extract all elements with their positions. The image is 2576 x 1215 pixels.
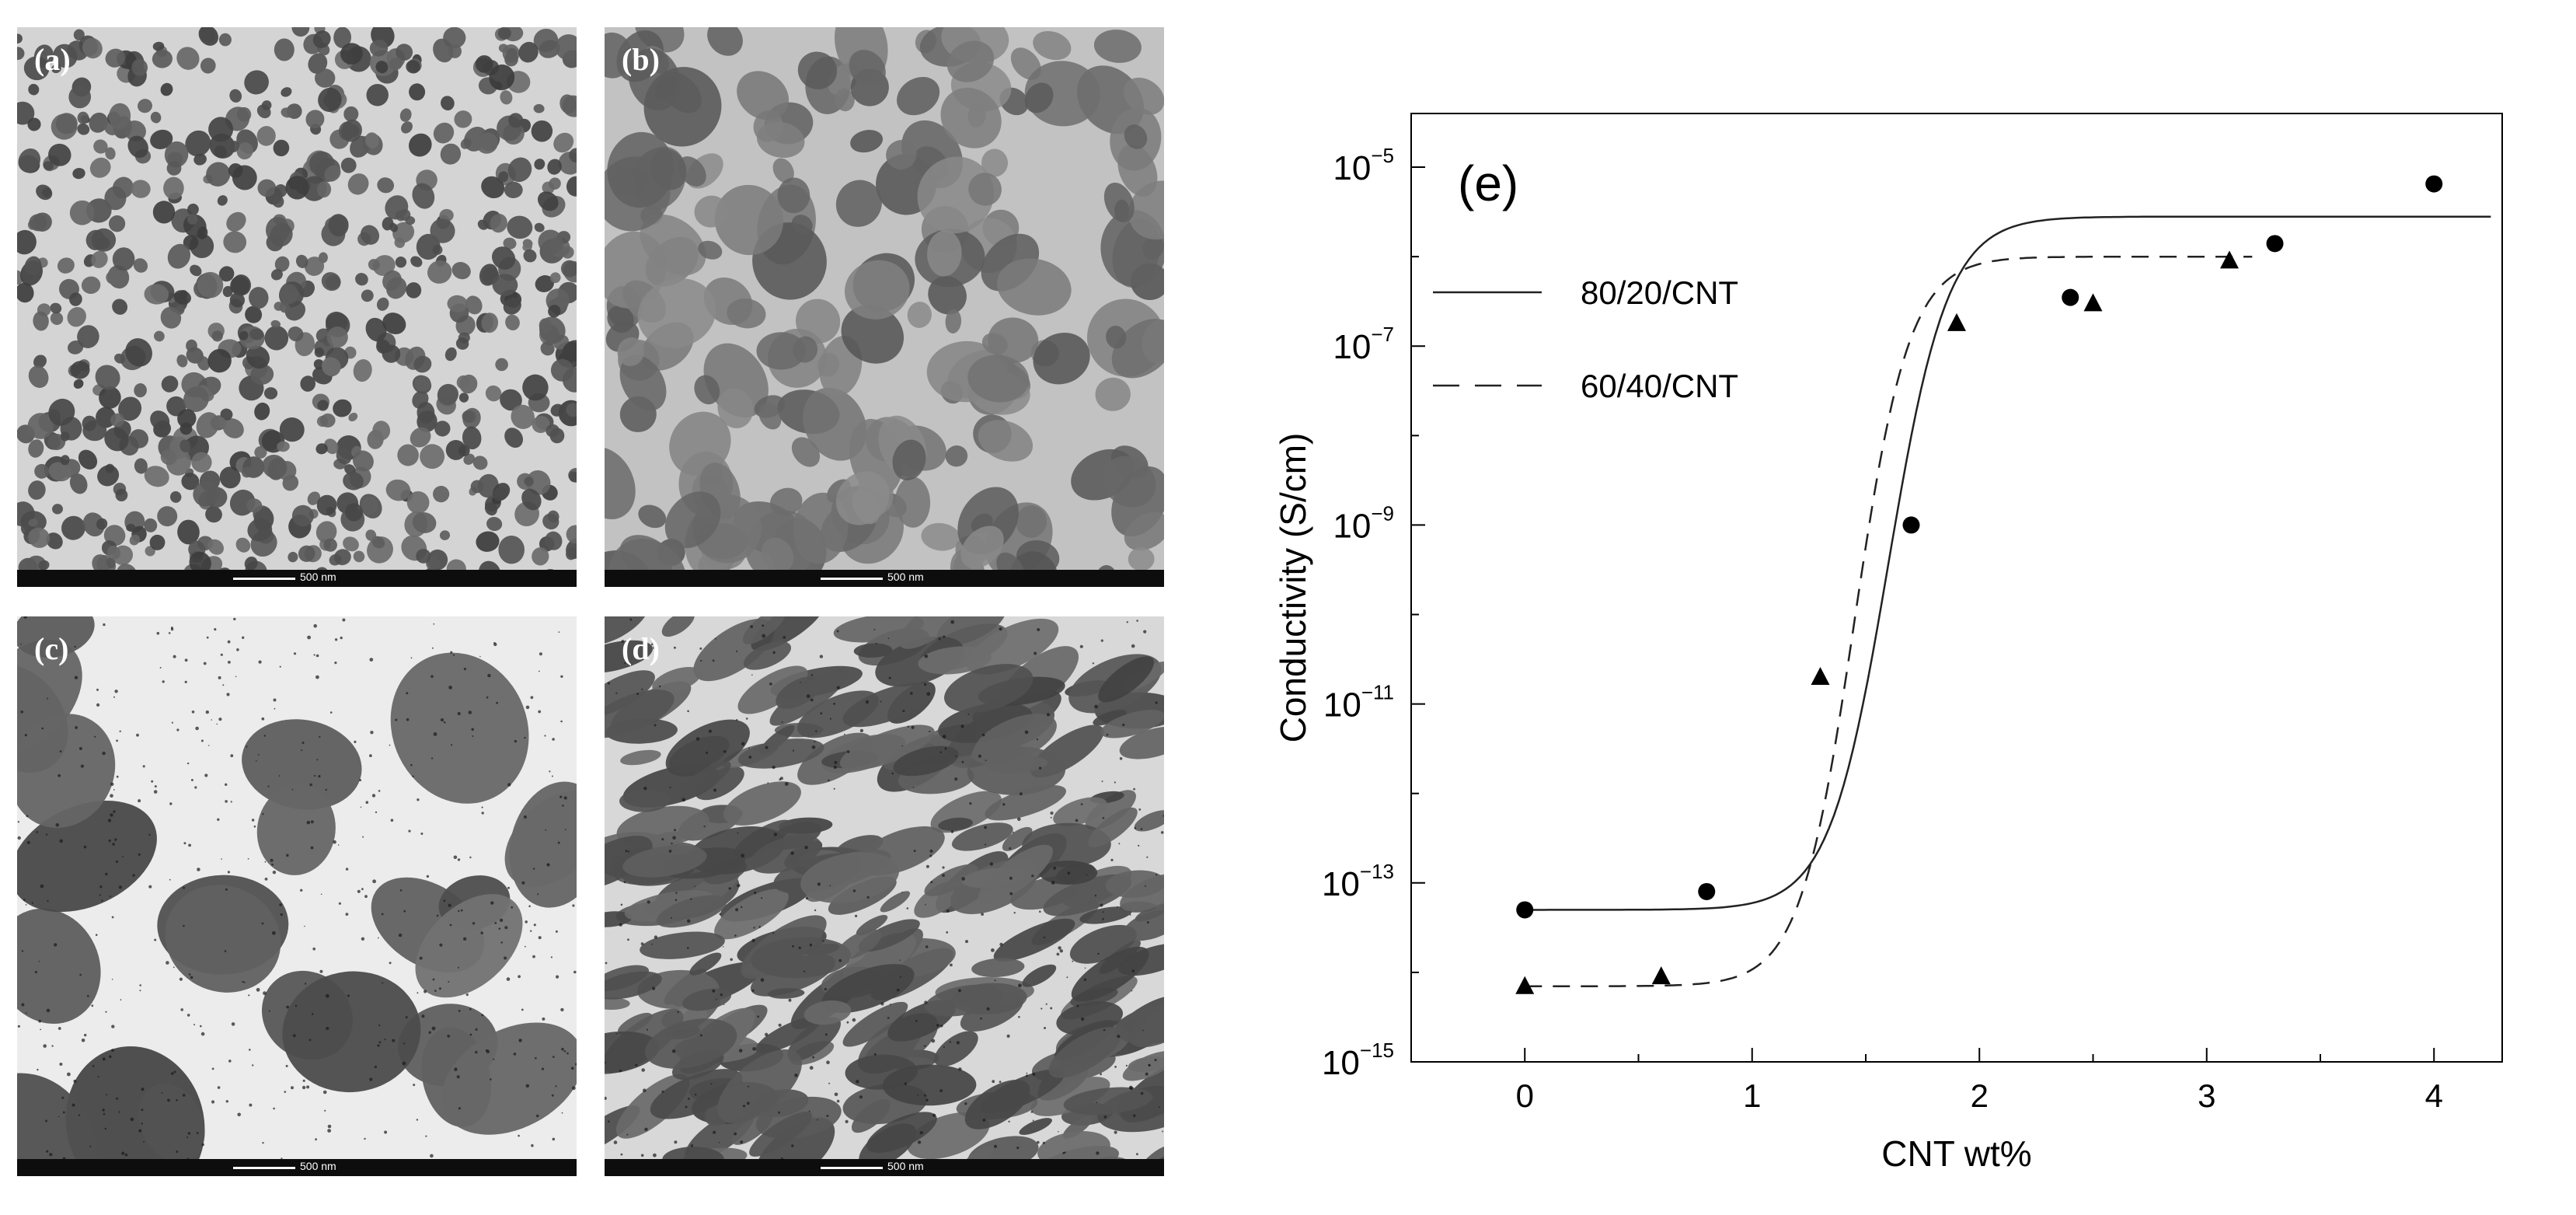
scale-bar-b: 500 nm	[605, 570, 1164, 587]
legend-label-80-20: 80/20/CNT	[1581, 274, 1738, 311]
panel-label-b: (b)	[622, 42, 660, 77]
x-tick-label: 3	[2198, 1077, 2215, 1114]
y-tick-label: 10−11	[1323, 681, 1394, 724]
fit-curve-60-40	[1525, 255, 2253, 987]
tem-panel-a: (a) 500 nm	[17, 27, 577, 587]
data-point-80-20	[2425, 175, 2443, 193]
fit-curve-80-20	[1525, 215, 2491, 911]
legend-label-60-40: 60/40/CNT	[1581, 368, 1738, 404]
x-tick-label: 4	[2425, 1077, 2443, 1114]
panel-label-d: (d)	[622, 631, 660, 666]
tem-image-b	[605, 27, 1164, 587]
x-tick-label: 0	[1516, 1077, 1534, 1114]
data-point-60-40	[2083, 293, 2103, 312]
scale-bar-a: 500 nm	[17, 570, 577, 587]
data-point-80-20	[1516, 901, 1534, 919]
panel-label-c: (c)	[34, 631, 69, 666]
scale-bar-d: 500 nm	[605, 1159, 1164, 1176]
tem-panel-b: (b) 500 nm	[605, 27, 1164, 587]
scale-bar-text-b: 500 nm	[887, 571, 924, 583]
y-tick-label: 10−15	[1322, 1039, 1394, 1082]
data-point-80-20	[1698, 882, 1716, 900]
data-point-80-20	[2266, 235, 2284, 253]
x-tick-label: 2	[1971, 1077, 1989, 1114]
y-tick-label: 10−13	[1322, 860, 1394, 903]
scale-bar-text-c: 500 nm	[300, 1160, 336, 1172]
tem-panel-c: (c) 500 nm	[17, 616, 577, 1176]
scale-bar-c: 500 nm	[17, 1159, 577, 1176]
y-tick-label: 10−5	[1333, 144, 1394, 187]
scale-bar-text-a: 500 nm	[300, 571, 336, 583]
data-point-80-20	[2062, 288, 2079, 306]
y-tick-label: 10−7	[1333, 323, 1394, 366]
x-axis-label: CNT wt%	[1881, 1133, 2031, 1174]
y-tick-label: 10−9	[1333, 501, 1394, 545]
data-point-60-40	[1651, 966, 1671, 985]
data-point-60-40	[2220, 250, 2239, 269]
data-point-80-20	[1902, 516, 1920, 534]
scale-bar-text-d: 500 nm	[887, 1160, 924, 1172]
data-point-60-40	[1515, 976, 1535, 994]
tem-image-d	[605, 616, 1164, 1176]
panel-label-e: (e)	[1458, 155, 1518, 211]
data-point-60-40	[1947, 312, 1966, 331]
data-point-60-40	[1811, 666, 1830, 685]
x-tick-label: 1	[1743, 1077, 1761, 1114]
panel-label-a: (a)	[34, 42, 71, 77]
conductivity-chart: 0 1 2 3 4 10−5 10−7 10−9 10−11 10−13 10−15 CNT wt% C…	[1273, 113, 2503, 1174]
tem-image-c	[17, 616, 577, 1176]
tem-panel-d: (d) 500 nm	[605, 616, 1164, 1176]
y-axis-label: Conductivity (S/cm)	[1273, 433, 1313, 743]
plot-frame	[1410, 113, 2503, 1063]
tem-image-a	[17, 27, 577, 587]
